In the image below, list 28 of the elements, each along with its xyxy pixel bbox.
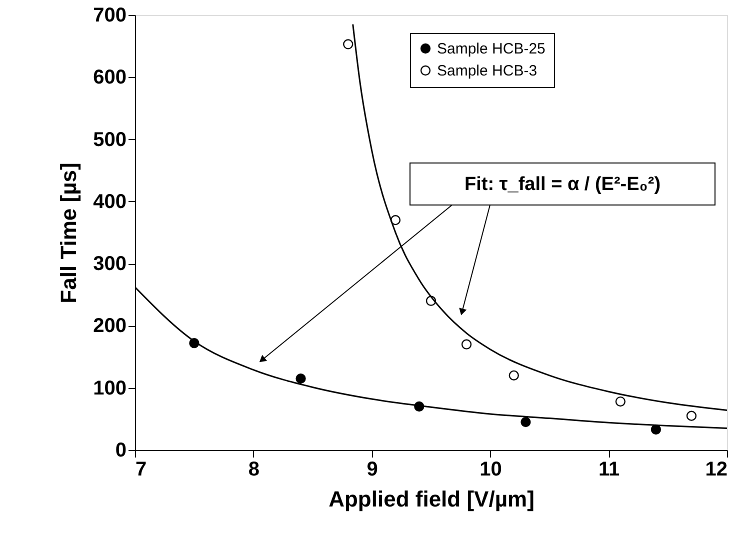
x-tick-label: 8 — [248, 458, 260, 480]
point — [461, 339, 472, 350]
y-tick-label: 400 — [93, 190, 126, 213]
x-tick-label: 9 — [366, 458, 378, 480]
y-tick-label: 600 — [93, 66, 126, 89]
y-tick-label: 0 — [115, 440, 126, 462]
point — [650, 424, 662, 435]
point — [520, 416, 531, 428]
x-tick-label: 12 — [705, 458, 728, 480]
y-tick-label: 100 — [93, 377, 126, 400]
x-axis-title: Applied field [V/µm] — [328, 486, 534, 512]
point — [343, 39, 354, 50]
y-tick-label: 200 — [93, 315, 126, 338]
x-tick-label: 11 — [598, 458, 620, 480]
x-tick-label: 10 — [480, 458, 502, 480]
point — [390, 215, 401, 226]
x-tick-label: 7 — [136, 458, 147, 480]
point — [296, 373, 306, 384]
y-axis-title: Fall Time [µs] — [56, 162, 82, 304]
legend-label: Sample HCB-25 — [437, 40, 546, 58]
legend-label: Sample HCB-3 — [437, 62, 538, 80]
y-tick-label: 500 — [93, 128, 126, 151]
y-tick-label: 300 — [93, 253, 126, 276]
point — [686, 410, 697, 421]
point — [615, 396, 626, 407]
y-tick-label: 700 — [93, 4, 126, 26]
annotation: Fit: τ_fall = α / (E²-E₀²) — [464, 174, 661, 195]
point — [508, 370, 519, 380]
